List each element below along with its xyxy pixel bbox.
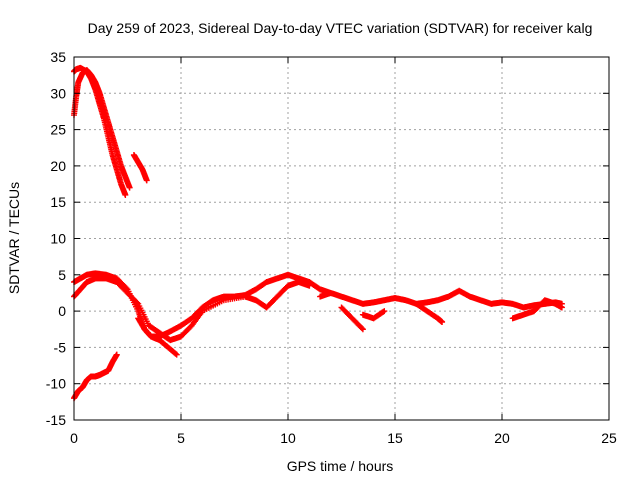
series-arc-mid [317, 287, 565, 311]
data-point [113, 351, 120, 358]
data-point [306, 282, 313, 289]
series-arc-main-1 [71, 270, 334, 340]
data-point [126, 184, 133, 191]
data-points [71, 64, 565, 402]
x-tick-label: 15 [387, 430, 403, 446]
data-point-trail [172, 350, 179, 357]
data-point [381, 308, 388, 315]
series-arc-drop-4 [509, 297, 565, 322]
y-tick-label: 5 [58, 267, 66, 283]
data-point [359, 326, 366, 333]
data-point-trail [380, 308, 387, 315]
y-tick-label: 10 [50, 231, 66, 247]
x-tick-label: 10 [280, 430, 296, 446]
data-point [558, 304, 565, 311]
series-arc-low [71, 351, 120, 402]
y-tick-label: -5 [54, 339, 67, 355]
y-tick-label: -10 [46, 376, 66, 392]
chart-title: Day 259 of 2023, Sidereal Day-to-day VTE… [88, 20, 593, 36]
y-tick-label: 20 [50, 158, 66, 174]
grid [74, 57, 609, 420]
series-arc-main-2 [71, 275, 313, 344]
x-tick-label: 0 [70, 430, 78, 446]
y-tick-label: 25 [50, 122, 66, 138]
series-arc-high-1 [71, 67, 133, 191]
y-tick-label: 35 [50, 49, 66, 65]
y-axis-label: SDTVAR / TECUs [6, 182, 22, 294]
y-tick-label: -15 [46, 412, 66, 428]
data-point-trail [134, 299, 141, 306]
series-arc-drop-2 [359, 308, 388, 322]
x-tick-label: 25 [601, 430, 617, 446]
data-point [143, 177, 150, 184]
series-arc-drop-3 [413, 300, 446, 325]
series-arc-dip [135, 315, 180, 358]
series-arc-drop-1 [338, 304, 366, 333]
x-axis-label: GPS time / hours [287, 458, 394, 474]
y-tick-label: 15 [50, 194, 66, 210]
data-point [173, 351, 180, 358]
data-point-trail [358, 325, 365, 332]
data-point [439, 318, 446, 325]
x-tick-label: 5 [177, 430, 185, 446]
data-point [122, 191, 129, 198]
axes: 0 5 10 15 20 25 -15 -10 -5 0 5 10 15 20 25 30 35 [46, 49, 617, 446]
series-arc-high-2 [71, 64, 129, 198]
x-tick-label: 20 [494, 430, 510, 446]
series-arc-high-3 [130, 152, 150, 184]
y-tick-label: 30 [50, 85, 66, 101]
y-tick-label: 0 [58, 303, 66, 319]
